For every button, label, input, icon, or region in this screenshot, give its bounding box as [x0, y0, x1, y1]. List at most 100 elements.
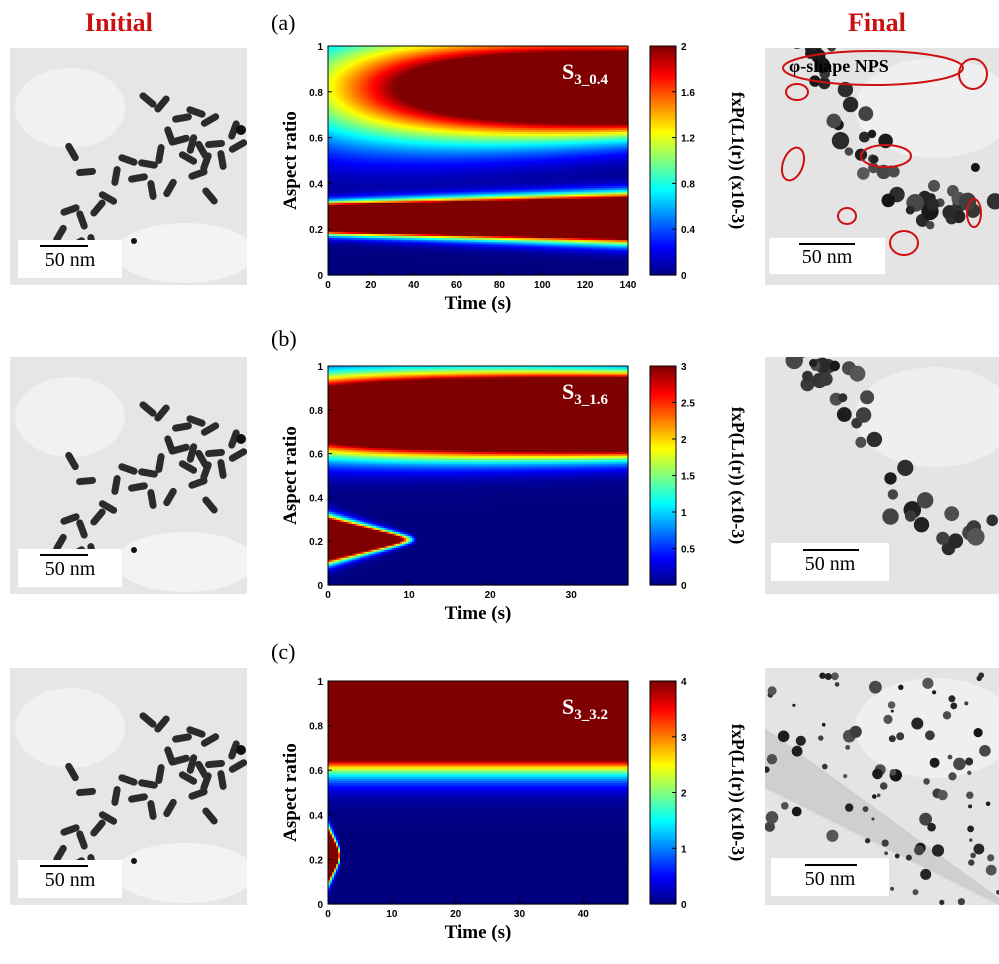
- heatmap-cell: [340, 139, 343, 143]
- heatmap-cell: [350, 202, 353, 205]
- heatmap-cell: [348, 83, 351, 87]
- heatmap-cell: [342, 193, 345, 197]
- heatmap-cell: [344, 164, 347, 168]
- heatmap-cell: [358, 214, 361, 218]
- heatmap-cell: [334, 185, 337, 189]
- heatmap-cell: [338, 166, 341, 170]
- heatmap-cell: [346, 46, 349, 49]
- heatmap-cell: [338, 89, 341, 93]
- heatmap-cell: [356, 260, 359, 264]
- heatmap-cell: [334, 191, 337, 195]
- heatmap-cell: [330, 193, 333, 197]
- heatmap-cell: [340, 172, 343, 176]
- heatmap-cell: [356, 87, 359, 91]
- heatmap-cell: [344, 183, 347, 187]
- heatmap-cell: [336, 179, 339, 182]
- heatmap-cell: [336, 66, 339, 70]
- heatmap-cell: [358, 212, 361, 216]
- heatmap-cell: [354, 210, 357, 214]
- heatmap-cell: [334, 243, 337, 247]
- heatmap-cell: [354, 152, 357, 155]
- heatmap-cell: [356, 58, 359, 62]
- heatmap-cell: [336, 46, 339, 49]
- heatmap-cell: [352, 100, 355, 103]
- heatmap-cell: [354, 227, 357, 230]
- heatmap-cell: [352, 148, 355, 151]
- heatmap-cell: [338, 133, 341, 137]
- heatmap-cell: [358, 220, 361, 224]
- heatmap-cell: [344, 212, 347, 216]
- heatmap-cell: [334, 108, 337, 112]
- heatmap-cell: [346, 206, 349, 209]
- heatmap-cell: [350, 247, 353, 251]
- heatmap-cell: [350, 68, 353, 72]
- heatmap-cell: [356, 154, 359, 157]
- heatmap-cell: [346, 220, 349, 224]
- heatmap-cell: [336, 222, 339, 226]
- heatmap-cell: [352, 270, 355, 274]
- heatmap-cell: [356, 50, 359, 53]
- heatmap-cell: [352, 104, 355, 107]
- heatmap-cell: [346, 193, 349, 197]
- heatmap-cell: [356, 102, 359, 105]
- heatmap-cell: [338, 48, 341, 51]
- heatmap-cell: [354, 75, 357, 78]
- heatmap-cell: [344, 237, 347, 241]
- heatmap-cell: [348, 168, 351, 172]
- heatmap-cell: [328, 104, 331, 107]
- heatmap-cell: [350, 172, 353, 176]
- heatmap-cell: [350, 60, 353, 64]
- heatmap-cell: [352, 56, 355, 60]
- heatmap-cell: [350, 91, 353, 95]
- heatmap-cell: [356, 202, 359, 205]
- heatmap-cell: [352, 243, 355, 247]
- heatmap-cell: [328, 79, 331, 82]
- heatmap-cell: [328, 212, 331, 216]
- heatmap-cell: [354, 260, 357, 264]
- heatmap-cell: [338, 54, 341, 58]
- heatmap-cell: [354, 229, 357, 232]
- heatmap-cell: [354, 108, 357, 112]
- heatmap-cell: [336, 231, 339, 234]
- heatmap-cell: [350, 175, 353, 178]
- heatmap-cell: [334, 79, 337, 82]
- heatmap-cell: [350, 127, 353, 130]
- heatmap-cell: [330, 70, 333, 74]
- heatmap-cell: [354, 202, 357, 205]
- heatmap-cell: [336, 264, 339, 268]
- heatmap-cell: [354, 268, 357, 272]
- heatmap-cell: [342, 231, 345, 234]
- heatmap-cell: [356, 133, 359, 137]
- heatmap-cell: [346, 204, 349, 207]
- heatmap-cell: [336, 206, 339, 209]
- heatmap-cell: [328, 227, 331, 230]
- heatmap-cell: [358, 112, 361, 116]
- heatmap-cell: [360, 235, 363, 239]
- heatmap-cell: [336, 237, 339, 241]
- heatmap-cell: [334, 172, 337, 176]
- heatmap-cell: [336, 177, 339, 180]
- heatmap-cell: [330, 152, 333, 155]
- heatmap-cell: [352, 175, 355, 178]
- heatmap-cell: [334, 56, 337, 60]
- heatmap-cell: [358, 235, 361, 239]
- heatmap-cell: [338, 162, 341, 166]
- heatmap-cell: [344, 123, 347, 126]
- heatmap-cell: [330, 108, 333, 112]
- heatmap-cell: [350, 166, 353, 170]
- heatmap-cell: [342, 191, 345, 195]
- heatmap-cell: [342, 66, 345, 70]
- heatmap-cell: [358, 98, 361, 101]
- heatmap-cell: [354, 58, 357, 62]
- heatmap-cell: [346, 108, 349, 112]
- heatmap-cell: [346, 154, 349, 157]
- heatmap-cell: [342, 256, 345, 259]
- heatmap-cell: [350, 114, 353, 118]
- heatmap-cell: [328, 116, 331, 120]
- heatmap-cell: [342, 54, 345, 58]
- heatmap-cell: [358, 195, 361, 199]
- heatmap-cell: [330, 262, 333, 266]
- heatmap-cell: [338, 239, 341, 243]
- heatmap-cell: [344, 206, 347, 209]
- heatmap-cell: [328, 172, 331, 176]
